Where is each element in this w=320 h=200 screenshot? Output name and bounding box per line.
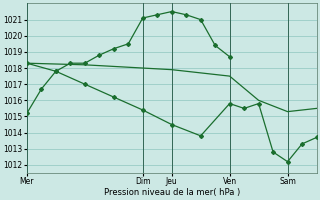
X-axis label: Pression niveau de la mer( hPa ): Pression niveau de la mer( hPa ) <box>104 188 240 197</box>
